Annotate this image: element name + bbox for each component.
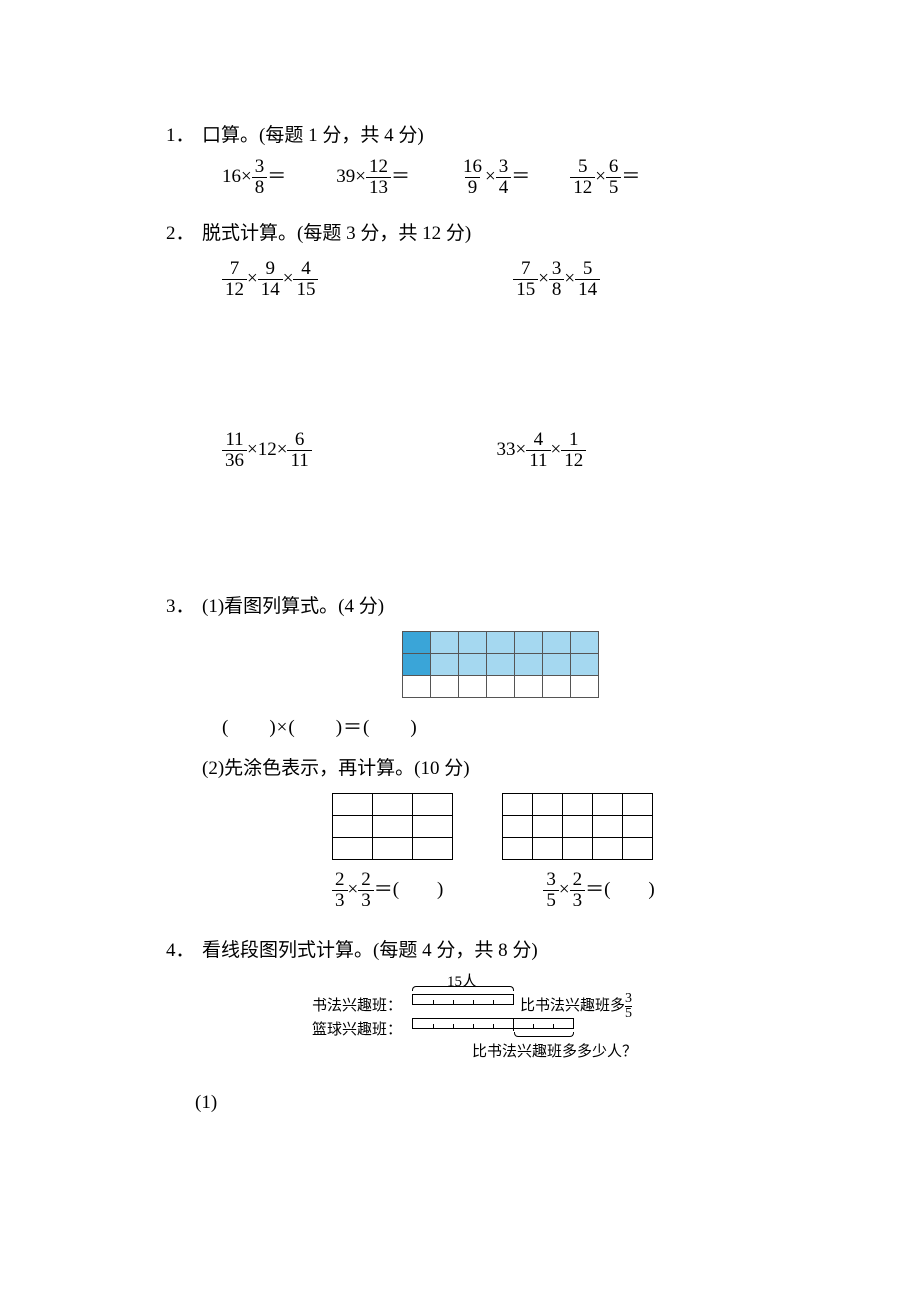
q1-item-4: 512×65＝ — [570, 157, 640, 198]
q2-expr-4: 33×411×112 — [496, 430, 586, 471]
diagram-bar-a — [412, 994, 514, 1005]
q1-item-3: 169×34＝ — [460, 157, 530, 198]
q1-item-2: 39×1213＝ — [336, 157, 410, 198]
q2-title: 脱式计算。(每题 3 分，共 12 分) — [202, 218, 800, 245]
q3-sub-b: 35×23＝( ) — [543, 870, 654, 911]
diagram-bar-b — [412, 1018, 574, 1029]
q2-number: 2． — [166, 218, 202, 245]
diagram-label-b: 篮球兴趣班： — [302, 1018, 402, 1039]
q3-number: 3． — [166, 591, 202, 618]
q1-expressions: 16×38＝ 39×1213＝ 169×34＝ 512×65＝ — [222, 157, 800, 198]
q3-grid-a — [332, 794, 452, 860]
question-3: 3． (1)看图列算式。(4 分) ( )×( )＝( ) (2)先涂色表示，再… — [166, 591, 800, 911]
q1-item-1: 16×38＝ — [222, 157, 286, 198]
q3-grid1 — [402, 632, 800, 698]
q2-expr-2: 715×38×514 — [513, 259, 600, 300]
q3-blank-expr: ( )×( )＝( ) — [222, 712, 800, 739]
q1-number: 1． — [166, 120, 202, 147]
q3-part1-label: (1)看图列算式。(4 分) — [202, 591, 800, 618]
q3-part2-label: (2)先涂色表示，再计算。(10 分) — [202, 753, 800, 780]
question-4: 4． 看线段图列式计算。(每题 4 分，共 8 分) 15人 书法兴趣班： 比书… — [166, 935, 800, 1080]
q3-grid-b — [502, 794, 652, 860]
question-2: 2． 脱式计算。(每题 3 分，共 12 分) 712×914×415 715×… — [166, 218, 800, 471]
q1-title: 口算。(每题 1 分，共 4 分) — [202, 120, 800, 147]
q2-expr-3: 1136×12×611 — [222, 430, 312, 471]
diagram-label-a: 书法兴趣班： — [302, 994, 402, 1015]
q4-number: 4． — [166, 935, 202, 962]
question-1: 1． 口算。(每题 1 分，共 4 分) 16×38＝ 39×1213＝ 169… — [166, 120, 800, 198]
q3-sub-a: 23×23＝( ) — [332, 870, 443, 911]
q4-title: 看线段图列式计算。(每题 4 分，共 8 分) — [202, 935, 800, 962]
q3-grids-row — [332, 794, 800, 860]
diagram-bottom-text: 比书法兴趣班多多少人？ — [472, 1040, 637, 1061]
diagram-right-text: 比书法兴趣班多35 — [520, 992, 632, 1021]
q2-expr-1: 712×914×415 — [222, 259, 318, 300]
q4-diagram: 15人 书法兴趣班： 比书法兴趣班多35 篮球兴趣班： 比书法兴趣班多多少人？ — [232, 970, 800, 1080]
q4-sub-number: (1) — [195, 1092, 217, 1114]
